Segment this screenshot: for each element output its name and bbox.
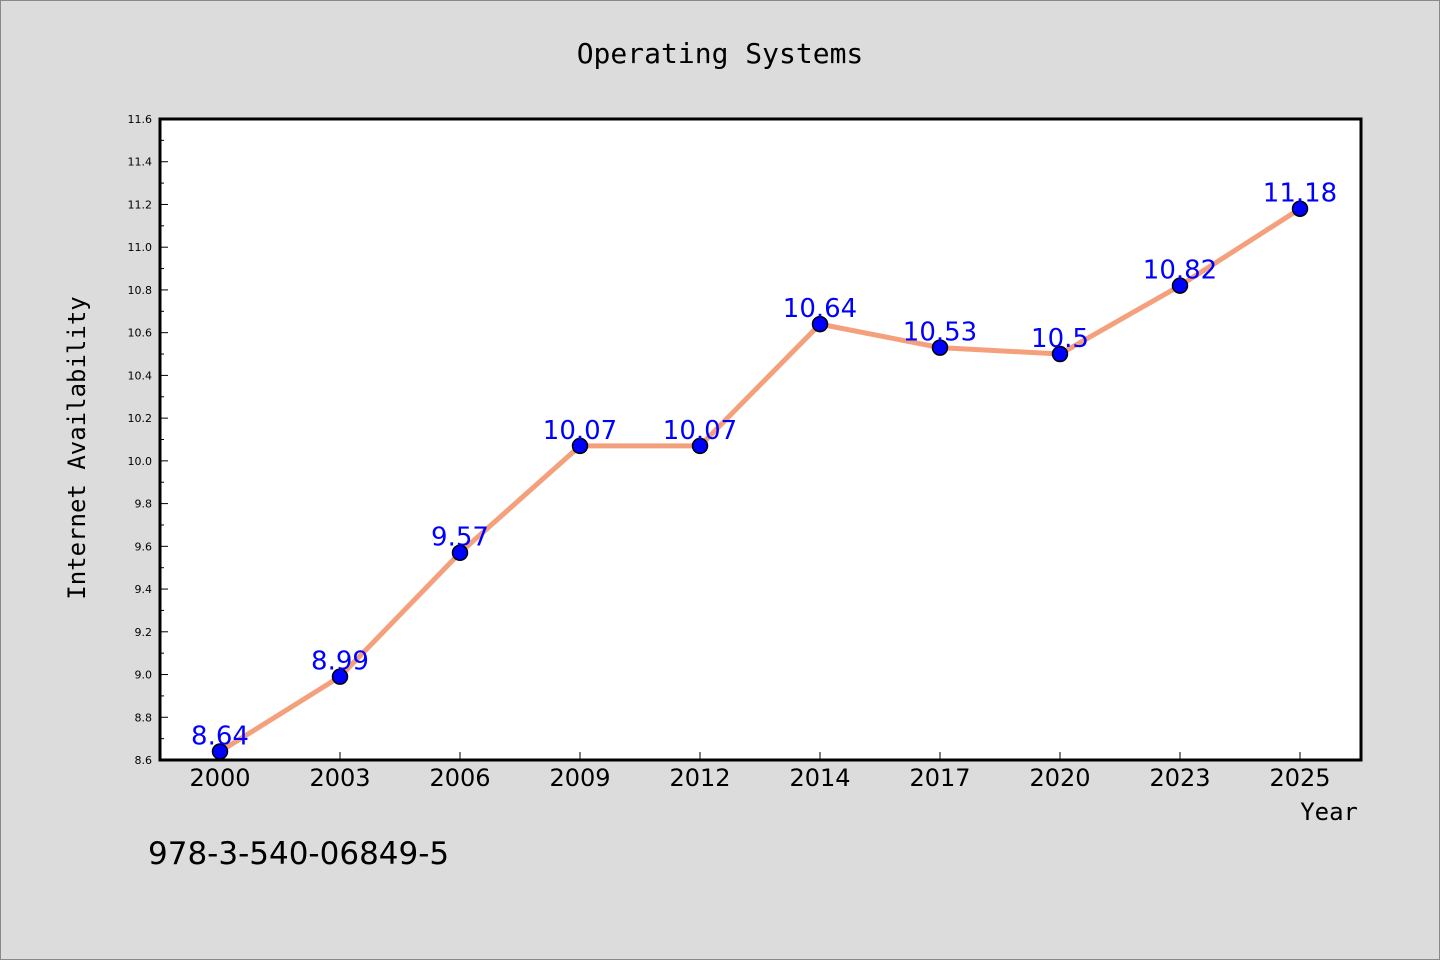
- y-tick-label: 10.2: [128, 412, 153, 425]
- data-point: [811, 315, 829, 333]
- x-tick-label: 2000: [189, 764, 250, 792]
- x-tick-label: 2003: [309, 764, 370, 792]
- data-point: [451, 544, 469, 561]
- y-tick-label: 11.2: [128, 198, 153, 211]
- data-label: 9.57: [431, 523, 489, 553]
- y-tick-label: 9.0: [135, 669, 153, 682]
- data-label: 10.53: [903, 318, 977, 348]
- data-point: [211, 743, 229, 760]
- x-tick-label: 2020: [1029, 764, 1090, 792]
- data-point: [691, 437, 709, 455]
- data-point: [1291, 200, 1309, 217]
- x-tick-label: 2023: [1149, 764, 1210, 792]
- y-tick-label: 11.6: [128, 113, 153, 126]
- y-axis-title: Internet Availability: [63, 296, 91, 599]
- data-label: 10.64: [783, 294, 857, 324]
- data-label: 10.5: [1031, 324, 1089, 354]
- x-axis: 2000 2003 2006 2009 2012 2014 2017 2020 2023 2025: [189, 752, 1331, 792]
- y-tick-label: 9.8: [135, 498, 153, 511]
- data-label: 10.07: [663, 416, 737, 446]
- data-label: 10.82: [1143, 256, 1217, 286]
- data-point: [1051, 345, 1069, 363]
- y-tick-label: 8.8: [135, 711, 153, 724]
- x-tick-label: 2012: [669, 764, 730, 792]
- y-tick-label: 9.6: [135, 540, 153, 553]
- y-tick-label: 11.4: [128, 156, 153, 169]
- y-tick-label: 11.0: [128, 241, 153, 254]
- x-tick-label: 2017: [909, 764, 970, 792]
- data-point: [571, 437, 589, 455]
- data-label: 10.07: [543, 416, 617, 446]
- data-label: 11.18: [1263, 179, 1337, 209]
- y-tick-label: 9.4: [135, 583, 153, 596]
- series: 8.64 8.99 9.57 10.07 10.07 10.64 10.53 10.5 10.8…: [191, 179, 1337, 760]
- data-point: [931, 339, 949, 356]
- y-tick-label: 10.0: [128, 455, 153, 468]
- series-line: [217, 206, 1303, 754]
- y-tick-label: 9.2: [135, 626, 153, 639]
- isbn-annotation: 978-3-540-06849-5: [148, 836, 449, 872]
- chart-title: Operating Systems: [577, 37, 864, 70]
- y-tick-label: 8.6: [135, 754, 153, 767]
- data-point: [331, 668, 349, 685]
- y-axis: 8.6 8.8 9.0 9.2 9.4 9.6 9.8 10.0 10.2 10.4 10.6 10.…: [128, 113, 168, 767]
- x-tick-label: 2025: [1269, 764, 1330, 792]
- data-label: 8.99: [311, 647, 369, 677]
- x-tick-label: 2014: [789, 764, 850, 792]
- x-tick-label: 2009: [549, 764, 610, 792]
- y-tick-label: 10.8: [128, 284, 153, 297]
- x-tick-label: 2006: [429, 764, 490, 792]
- data-point: [1171, 277, 1189, 294]
- x-axis-title: Year: [1300, 798, 1358, 826]
- data-label: 8.64: [191, 721, 249, 751]
- y-tick-label: 10.6: [128, 327, 153, 340]
- y-tick-label: 10.4: [128, 369, 153, 382]
